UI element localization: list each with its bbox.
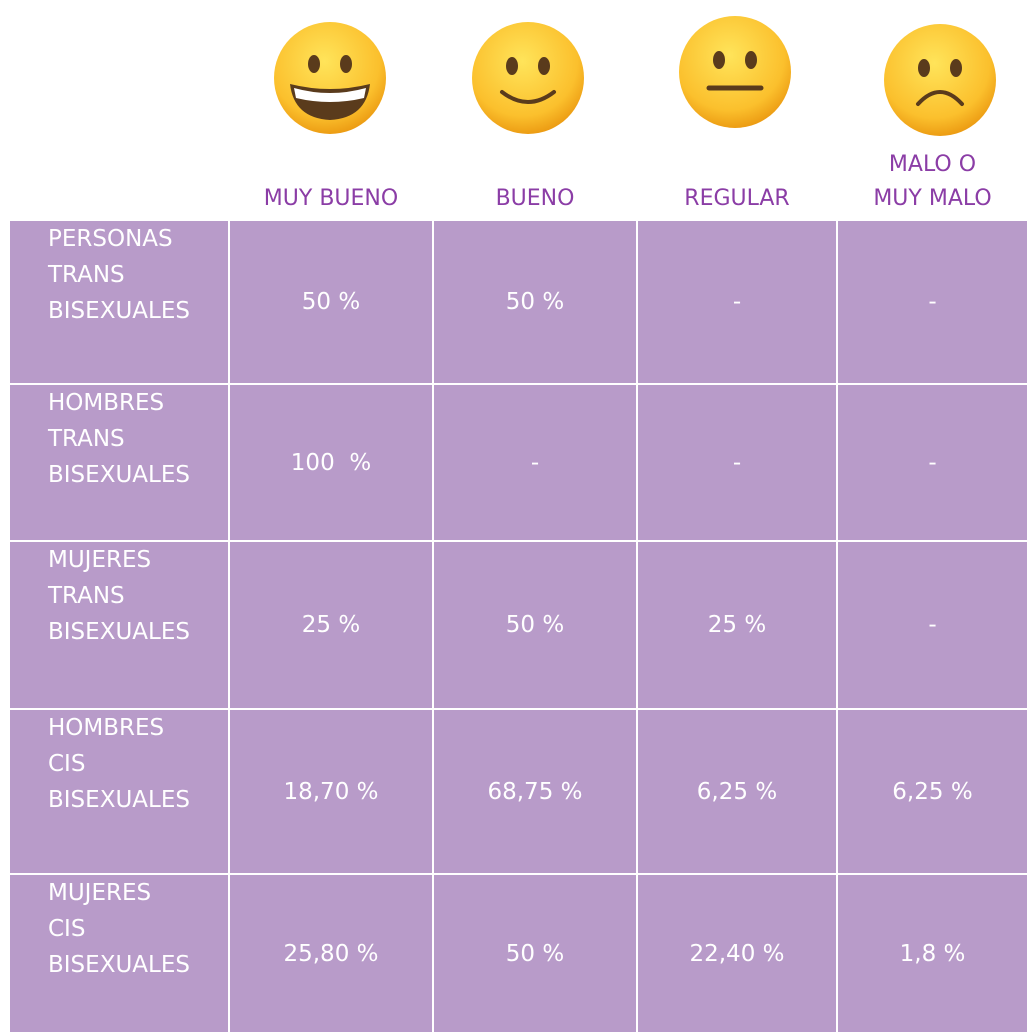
row-label: PERSONAS TRANS BISEXUALES	[10, 221, 228, 383]
table-cell: 6,25 %	[838, 710, 1027, 873]
table-cell: 1,8 %	[838, 875, 1027, 1032]
text-line: 25 %	[707, 612, 767, 638]
table-cell: -	[838, 542, 1027, 708]
table-cell: 22,40 %	[638, 875, 836, 1032]
table-cell: -	[434, 385, 636, 540]
emoji-neutral	[679, 16, 791, 128]
text-line: TRANS	[48, 426, 125, 452]
table-cell: 50 %	[434, 221, 636, 383]
emoji-row	[274, 16, 996, 136]
table-cell: 100 %	[230, 385, 432, 540]
text-line: BISEXUALES	[48, 298, 190, 324]
table-cell: 6,25 %	[638, 710, 836, 873]
column-header: REGULAR	[628, 140, 846, 216]
emoji-bad	[884, 24, 996, 136]
text-line: BISEXUALES	[48, 619, 190, 645]
text-line: BISEXUALES	[48, 462, 190, 488]
text-line: -	[928, 612, 937, 638]
table-cell: -	[638, 221, 836, 383]
row-label: HOMBRES TRANS BISEXUALES	[10, 385, 228, 540]
text-line: MUY BUENO	[263, 186, 399, 211]
text-line: 100 %	[290, 449, 372, 476]
table-cell: -	[838, 221, 1027, 383]
text-line: 50 %	[505, 612, 565, 638]
text-line: -	[530, 449, 540, 476]
table-cell: 25 %	[230, 542, 432, 708]
text-line: 18,70 %	[283, 778, 379, 805]
row-label: HOMBRES CIS BISEXUALES	[10, 710, 228, 873]
text-line: MUY MALO	[873, 186, 992, 211]
text-line: BISEXUALES	[48, 787, 190, 813]
text-line: 1,8 %	[899, 940, 966, 967]
text-line: 6,25 %	[696, 778, 778, 805]
column-header: MUY BUENO	[220, 140, 442, 216]
text-line: MUJERES	[48, 880, 152, 906]
text-line: MUJERES	[48, 547, 152, 573]
text-line: CIS	[48, 916, 86, 942]
text-line: 22,40 %	[689, 940, 785, 967]
text-line: HOMBRES	[48, 715, 165, 741]
text-line: 50 %	[505, 289, 565, 315]
text-line: BISEXUALES	[48, 952, 190, 978]
table-cell: 25 %	[638, 542, 836, 708]
text-line: 25,80 %	[283, 940, 379, 967]
row-label: MUJERES TRANS BISEXUALES	[10, 542, 228, 708]
text-line: -	[732, 289, 742, 315]
emoji-good	[472, 22, 584, 134]
text-line: REGULAR	[684, 186, 790, 211]
table-cell: 50 %	[230, 221, 432, 383]
text-line: TRANS	[48, 583, 125, 609]
text-line: -	[732, 449, 742, 476]
emoji-very-good	[274, 22, 386, 134]
text-line: 50 %	[301, 289, 361, 315]
text-line: CIS	[48, 751, 86, 777]
table-cell: 50 %	[434, 542, 636, 708]
text-line: -	[928, 449, 937, 476]
table-cell: -	[638, 385, 836, 540]
text-line: BUENO	[495, 186, 575, 211]
text-line: TRANS	[48, 262, 125, 288]
text-line: -	[928, 289, 937, 315]
text-line: HOMBRES	[48, 390, 165, 416]
row-label: MUJERES CIS BISEXUALES	[10, 875, 228, 1032]
table-cell: 50 %	[434, 875, 636, 1032]
table-cell: 25,80 %	[230, 875, 432, 1032]
table-cell: -	[838, 385, 1027, 540]
text-line: PERSONAS	[48, 226, 173, 252]
table-cell: 18,70 %	[230, 710, 432, 873]
table-cell: 68,75 %	[434, 710, 636, 873]
text-line: MALO O	[888, 152, 977, 177]
column-header: BUENO	[424, 140, 646, 216]
text-line: 6,25 %	[892, 778, 973, 805]
column-header: MALO O MUY MALO	[828, 140, 1027, 216]
text-line: 50 %	[505, 940, 565, 967]
text-line: 68,75 %	[487, 778, 583, 805]
text-line: 25 %	[301, 612, 361, 638]
